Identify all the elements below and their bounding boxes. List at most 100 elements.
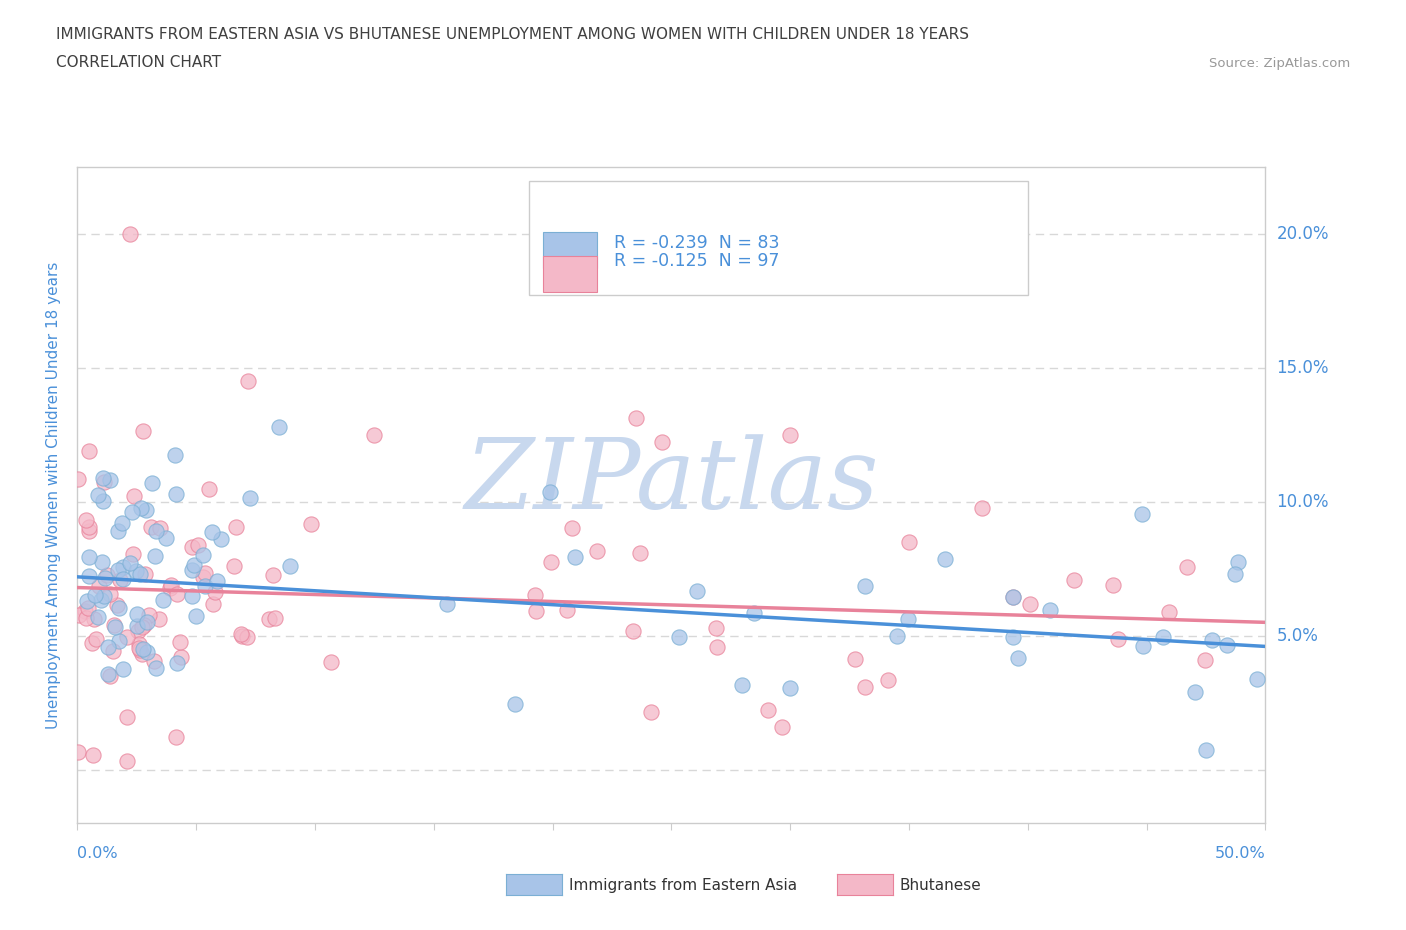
Point: [135, 644, 157, 659]
Text: R = -0.239  N = 83: R = -0.239 N = 83: [614, 234, 780, 252]
Point: [169, 635, 191, 650]
Point: [628, 546, 651, 561]
Point: [105, 597, 128, 612]
Point: [934, 551, 956, 566]
Point: [120, 555, 142, 570]
Point: [73, 604, 96, 618]
Point: [225, 520, 247, 535]
Point: [166, 586, 188, 601]
Point: [131, 647, 153, 662]
Point: [97, 639, 120, 654]
Point: [194, 579, 217, 594]
Y-axis label: Unemployment Among Women with Children Under 18 years: Unemployment Among Women with Children U…: [46, 261, 62, 729]
Point: [129, 566, 152, 581]
Point: [136, 615, 159, 630]
Point: [86, 631, 108, 646]
Point: [623, 624, 645, 639]
Point: [112, 661, 135, 676]
Point: [1063, 573, 1085, 588]
Point: [855, 680, 877, 695]
Point: [141, 519, 163, 534]
Point: [181, 539, 204, 554]
Point: [132, 618, 155, 632]
Point: [198, 482, 221, 497]
Point: [1001, 590, 1024, 604]
Point: [898, 535, 921, 550]
Point: [98, 587, 121, 602]
Point: [115, 754, 138, 769]
Point: [205, 573, 228, 588]
Point: [1132, 639, 1154, 654]
Point: [269, 419, 291, 434]
Point: [204, 584, 226, 599]
Point: [112, 571, 135, 586]
Point: [67, 608, 90, 623]
Point: [76, 593, 98, 608]
Point: [538, 485, 561, 499]
Point: [540, 554, 562, 569]
Point: [897, 611, 920, 626]
Point: [131, 642, 153, 657]
Point: [1130, 506, 1153, 521]
Point: [152, 592, 174, 607]
Point: [108, 573, 131, 588]
Text: ZIPatlas: ZIPatlas: [464, 434, 879, 530]
Point: [83, 588, 105, 603]
Point: [89, 578, 111, 593]
Point: [779, 428, 801, 443]
Text: 20.0%: 20.0%: [1277, 225, 1329, 244]
Point: [115, 710, 138, 724]
Point: [686, 584, 709, 599]
Point: [129, 500, 152, 515]
Point: [132, 423, 155, 438]
Text: 10.0%: 10.0%: [1277, 493, 1329, 511]
Point: [239, 491, 262, 506]
Point: [145, 660, 167, 675]
Point: [145, 524, 167, 538]
Point: [127, 618, 149, 633]
Text: 15.0%: 15.0%: [1277, 359, 1329, 377]
Point: [1002, 630, 1025, 644]
Point: [166, 656, 188, 671]
Point: [118, 227, 141, 242]
Point: [149, 520, 172, 535]
Point: [299, 516, 322, 531]
Point: [1007, 650, 1029, 665]
Point: [624, 410, 647, 425]
Point: [77, 444, 100, 458]
Point: [82, 636, 104, 651]
Point: [756, 702, 779, 717]
Point: [436, 597, 458, 612]
Point: [75, 611, 97, 626]
Point: [111, 516, 134, 531]
Point: [524, 604, 547, 618]
Point: [183, 557, 205, 572]
Point: [93, 571, 115, 586]
Point: [165, 486, 187, 501]
Point: [98, 669, 121, 684]
Point: [363, 428, 385, 443]
Point: [170, 649, 193, 664]
Point: [125, 564, 148, 578]
Point: [229, 627, 252, 642]
Point: [263, 610, 285, 625]
Point: [103, 618, 125, 632]
Text: 50.0%: 50.0%: [1215, 846, 1265, 861]
Point: [704, 620, 727, 635]
Text: Immigrants from Eastern Asia: Immigrants from Eastern Asia: [569, 878, 797, 893]
Point: [184, 608, 207, 623]
Point: [143, 548, 166, 563]
Point: [93, 589, 115, 604]
Point: [121, 505, 143, 520]
Text: IMMIGRANTS FROM EASTERN ASIA VS BHUTANESE UNEMPLOYMENT AMONG WOMEN WITH CHILDREN: IMMIGRANTS FROM EASTERN ASIA VS BHUTANES…: [56, 27, 969, 42]
Point: [138, 608, 160, 623]
Point: [236, 630, 259, 644]
Point: [128, 643, 150, 658]
Point: [651, 434, 673, 449]
Point: [128, 641, 150, 656]
FancyBboxPatch shape: [529, 180, 1028, 295]
Point: [742, 606, 765, 621]
Point: [886, 629, 908, 644]
Point: [90, 554, 112, 569]
Point: [79, 569, 101, 584]
